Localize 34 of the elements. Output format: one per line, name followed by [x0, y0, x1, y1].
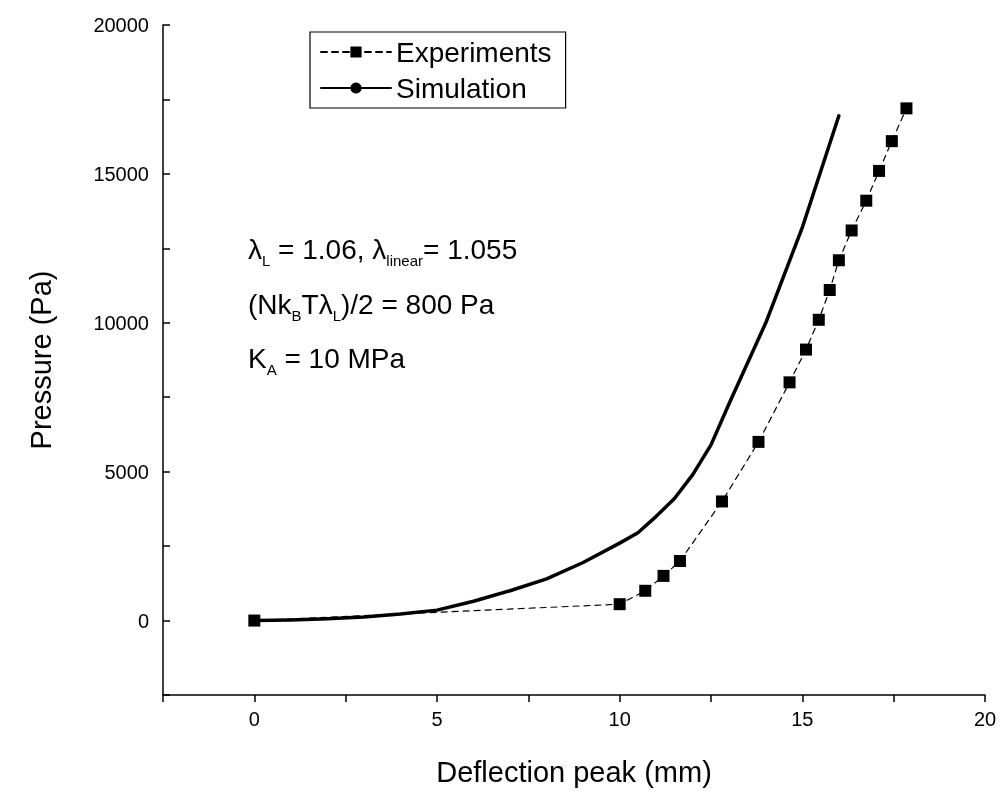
y-tick-label: 0: [137, 609, 149, 632]
point: [885, 135, 898, 148]
point: [832, 254, 845, 267]
x-tick-label: 5: [431, 708, 443, 730]
legend-label: Experiments: [396, 36, 552, 68]
y-tick-label: 10000: [93, 311, 149, 334]
point: [673, 555, 686, 567]
x-tick-label: 10: [608, 708, 631, 730]
point: [823, 284, 836, 297]
y-tick-label: 15000: [93, 162, 149, 185]
point: [752, 435, 765, 448]
point: [900, 102, 913, 115]
annotation: (Nk$_{B}$Tλ$_{L}$)/2 = 800 Pa: [248, 287, 496, 326]
point: [783, 376, 796, 389]
point: [639, 584, 652, 597]
point: [845, 224, 858, 237]
y-tick-label: 20000: [93, 14, 149, 36]
point: [860, 194, 873, 207]
point: [657, 569, 670, 582]
point: [812, 313, 825, 326]
point: [248, 614, 261, 627]
point: [799, 343, 812, 356]
point: [613, 598, 626, 611]
y-axis-title: Pressure (Pa): [24, 270, 57, 450]
x-axis-title: Deflection peak (mm): [436, 755, 712, 788]
x-tick-label: 20: [973, 708, 997, 730]
annotation: K$_{A}$ = 10 MPa: [248, 342, 407, 380]
y-tick-label: 5000: [104, 460, 149, 483]
legend-label: Simulation: [396, 72, 527, 104]
annotation: λ$_{L}$ = 1.06, λ$_{linear}$= 1.055: [248, 233, 518, 271]
x-tick-label: 15: [791, 708, 814, 730]
x-tick-label: 0: [248, 708, 260, 730]
point: [715, 495, 728, 508]
point: [873, 164, 886, 177]
